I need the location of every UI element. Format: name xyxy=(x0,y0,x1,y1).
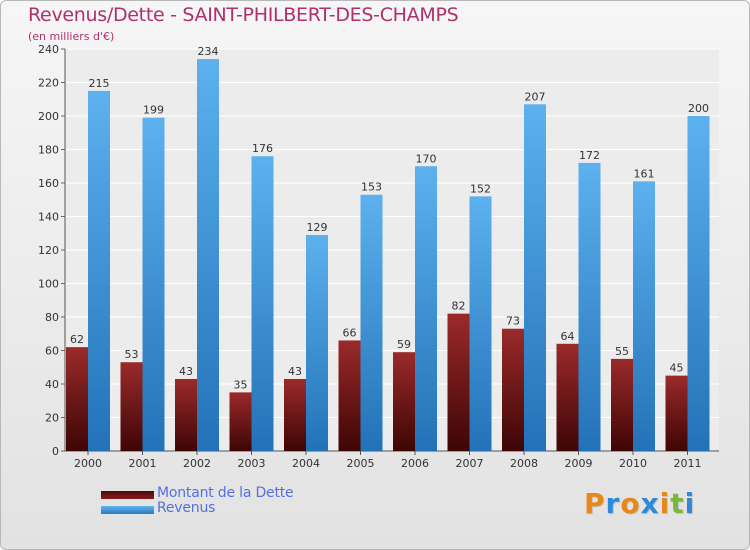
y-tick-label: 140 xyxy=(38,211,59,224)
y-tick-label: 180 xyxy=(38,144,59,157)
x-tick-label: 2010 xyxy=(619,457,647,470)
x-tick-label: 2002 xyxy=(183,457,211,470)
data-label-revenus: 207 xyxy=(525,90,546,103)
bar-dette xyxy=(338,340,361,451)
bar-dette xyxy=(229,392,252,451)
x-tick-label: 2001 xyxy=(129,457,157,470)
legend-swatch-dette xyxy=(101,491,154,499)
y-tick-label: 160 xyxy=(38,177,59,190)
bar-revenus xyxy=(142,117,165,452)
data-label-revenus: 152 xyxy=(470,182,491,195)
data-label-dette: 82 xyxy=(452,300,466,313)
data-label-dette: 45 xyxy=(670,362,684,375)
bar-revenus xyxy=(88,90,110,451)
bar-dette xyxy=(120,362,143,451)
data-label-revenus: 153 xyxy=(361,181,382,194)
y-tick-label: 40 xyxy=(45,378,59,391)
data-label-dette: 73 xyxy=(506,315,520,328)
data-label-revenus: 199 xyxy=(143,104,164,117)
bar-revenus xyxy=(524,104,546,452)
y-tick-label: 80 xyxy=(45,311,59,324)
bar-dette xyxy=(447,313,470,451)
bar-revenus xyxy=(578,162,601,451)
data-label-revenus: 234 xyxy=(198,45,219,58)
bar-dette xyxy=(502,328,524,451)
y-tick-label: 200 xyxy=(38,110,59,123)
y-tick-label: 60 xyxy=(45,345,59,358)
y-tick-label: 0 xyxy=(52,445,59,458)
bar-revenus xyxy=(360,194,383,451)
bar-dette xyxy=(284,378,306,451)
y-tick-label: 240 xyxy=(38,43,59,56)
bar-dette xyxy=(393,352,415,451)
data-label-dette: 53 xyxy=(125,348,139,361)
x-tick-label: 2005 xyxy=(347,457,375,470)
data-label-dette: 64 xyxy=(561,330,575,343)
x-tick-label: 2011 xyxy=(674,457,702,470)
chart-subtitle: (en milliers d'€) xyxy=(28,30,115,43)
bar-revenus xyxy=(197,59,219,452)
bar-revenus xyxy=(633,181,655,451)
y-tick-label: 20 xyxy=(45,412,59,425)
bar-revenus xyxy=(415,166,437,451)
data-label-dette: 59 xyxy=(397,338,411,351)
bar-revenus xyxy=(251,156,274,451)
data-label-dette: 62 xyxy=(70,333,84,346)
y-tick-label: 100 xyxy=(38,278,59,291)
x-tick-label: 2000 xyxy=(74,457,102,470)
data-label-revenus: 172 xyxy=(579,149,600,162)
x-tick-label: 2006 xyxy=(401,457,429,470)
data-label-dette: 66 xyxy=(343,326,357,339)
x-tick-label: 2004 xyxy=(292,457,320,470)
data-label-dette: 43 xyxy=(179,365,193,378)
data-label-revenus: 129 xyxy=(307,221,328,234)
bar-revenus xyxy=(306,234,328,451)
bar-revenus xyxy=(687,116,710,451)
data-label-dette: 55 xyxy=(615,345,629,358)
x-tick-label: 2009 xyxy=(565,457,593,470)
legend-swatch-revenus xyxy=(101,506,154,514)
x-tick-label: 2003 xyxy=(238,457,266,470)
bar-dette xyxy=(556,343,579,451)
data-label-revenus: 200 xyxy=(688,102,709,115)
x-tick-label: 2008 xyxy=(510,457,538,470)
bar-dette xyxy=(66,347,88,451)
bar-revenus xyxy=(469,196,492,451)
bar-dette xyxy=(665,375,688,451)
bar-dette xyxy=(611,358,633,451)
data-label-revenus: 161 xyxy=(634,167,655,180)
legend-label-revenus: Revenus xyxy=(157,500,216,516)
data-label-revenus: 170 xyxy=(416,152,437,165)
x-tick-label: 2007 xyxy=(456,457,484,470)
data-label-dette: 43 xyxy=(288,365,302,378)
y-tick-label: 120 xyxy=(38,244,59,257)
legend-label-dette: Montant de la Dette xyxy=(157,485,294,501)
data-label-dette: 35 xyxy=(234,378,248,391)
data-label-revenus: 215 xyxy=(89,77,110,90)
chart-title: Revenus/Dette - SAINT-PHILBERT-DES-CHAMP… xyxy=(28,4,459,26)
data-label-revenus: 176 xyxy=(252,142,273,155)
y-tick-label: 220 xyxy=(38,77,59,90)
bar-dette xyxy=(175,378,197,451)
proxiti-logo: Proxiti xyxy=(584,487,696,520)
